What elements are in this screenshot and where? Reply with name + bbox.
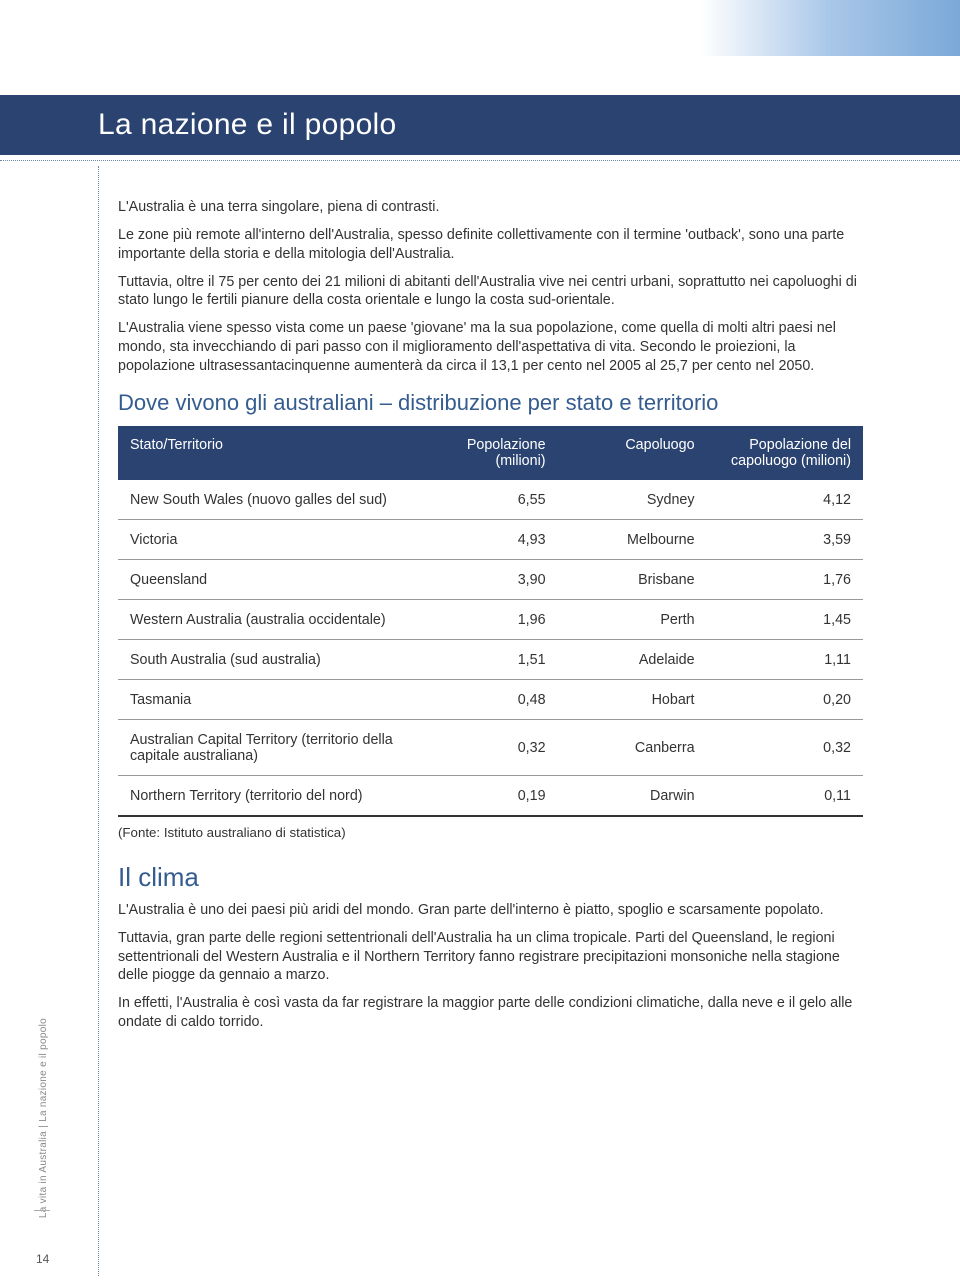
- table-source-note: (Fonte: Istituto australiano di statisti…: [118, 825, 863, 840]
- table-row: Western Australia (australia occidentale…: [118, 599, 863, 639]
- population-table: Stato/Territorio Popolazione (milioni) C…: [118, 426, 863, 817]
- horizontal-dotted-rule: [0, 160, 960, 161]
- table-section-heading: Dove vivono gli australiani – distribuzi…: [118, 390, 863, 416]
- table-header-state: Stato/Territorio: [118, 426, 423, 480]
- table-row: Northern Territory (territorio del nord)…: [118, 775, 863, 816]
- table-row: Victoria4,93Melbourne3,59: [118, 519, 863, 559]
- intro-paragraph-4: L'Australia viene spesso vista come un p…: [118, 319, 863, 376]
- table-header-population: Popolazione (milioni): [423, 426, 557, 480]
- climate-paragraph-2: Tuttavia, gran parte delle regioni sette…: [118, 929, 863, 986]
- table-header-row: Stato/Territorio Popolazione (milioni) C…: [118, 426, 863, 480]
- side-running-text: La vita in Australia | La nazione e il p…: [38, 1018, 49, 1218]
- vertical-dotted-rule: [98, 166, 99, 1276]
- intro-paragraph-2: Le zone più remote all'interno dell'Aust…: [118, 226, 863, 264]
- table-header-capital: Capoluogo: [558, 426, 707, 480]
- intro-paragraph-1: L'Australia è una terra singolare, piena…: [118, 198, 863, 217]
- climate-paragraph-3: In effetti, l'Australia è così vasta da …: [118, 994, 863, 1032]
- table-row: Australian Capital Territory (territorio…: [118, 719, 863, 775]
- side-divider: [34, 1210, 50, 1211]
- climate-paragraph-1: L'Australia è uno dei paesi più aridi de…: [118, 901, 863, 920]
- intro-paragraph-3: Tuttavia, oltre il 75 per cento dei 21 m…: [118, 273, 863, 311]
- table-row: Queensland3,90Brisbane1,76: [118, 559, 863, 599]
- page-number: 14: [36, 1252, 49, 1266]
- page-title: La nazione e il popolo: [98, 108, 397, 142]
- table-row: Tasmania0,48Hobart0,20: [118, 679, 863, 719]
- table-row: New South Wales (nuovo galles del sud)6,…: [118, 480, 863, 520]
- table-header-capital-pop: Popolazione del capoluogo (milioni): [707, 426, 863, 480]
- table-body: New South Wales (nuovo galles del sud)6,…: [118, 480, 863, 816]
- header-gradient: [700, 0, 960, 56]
- climate-heading: Il clima: [118, 862, 863, 893]
- main-content: L'Australia è una terra singolare, piena…: [118, 198, 863, 1041]
- table-row: South Australia (sud australia)1,51Adela…: [118, 639, 863, 679]
- page-header-band: La nazione e il popolo: [0, 95, 960, 155]
